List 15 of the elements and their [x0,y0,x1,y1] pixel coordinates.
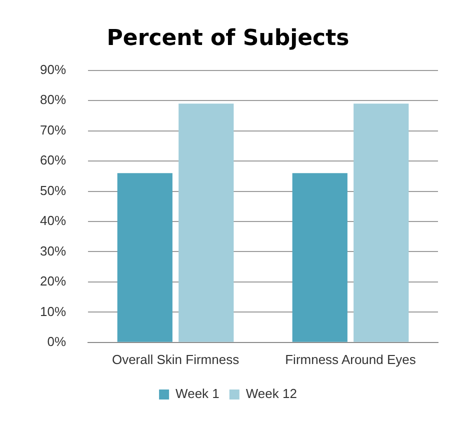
y-tick-label: 40% [40,213,66,228]
y-tick-label: 10% [40,304,66,319]
x-tick-label: Overall Skin Firmness [112,352,240,367]
y-tick-label: 80% [40,92,66,108]
y-tick-label: 0% [47,334,66,349]
chart-title: Percent of Subjects [106,26,350,51]
y-tick-label: 20% [40,274,66,289]
y-tick-label: 60% [40,152,66,168]
x-tick-label: Firmness Around Eyes [285,352,416,367]
y-tick-label: 30% [40,243,66,258]
y-tick-label: 50% [40,182,66,198]
legend-label: Week 1 [176,386,220,402]
y-tick-label: 90% [40,62,66,77]
y-tick-label: 70% [40,122,66,138]
legend-label: Week 12 [246,386,297,402]
